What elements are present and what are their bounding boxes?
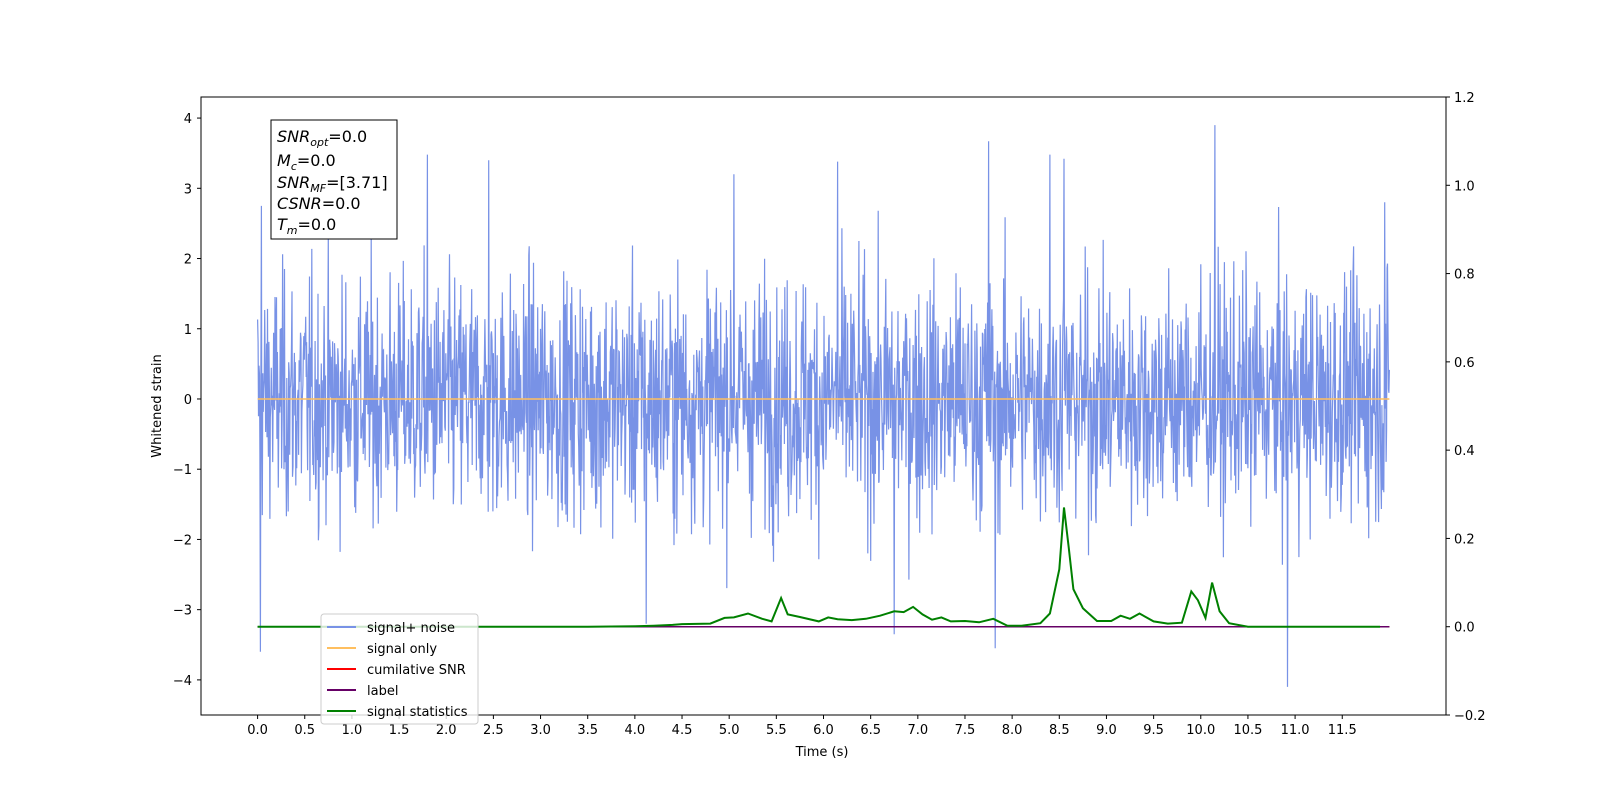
- y2-tick-label: 1.2: [1454, 91, 1475, 106]
- info-box-line: SNRopt=0.0: [277, 127, 367, 149]
- y-axis-label: Whitened strain: [150, 354, 165, 457]
- y-tick-label: 4: [184, 112, 192, 127]
- x-tick-label: 1.5: [389, 723, 410, 738]
- info-base: SNR: [277, 127, 310, 146]
- y-tick-label: 0: [184, 393, 192, 408]
- y-tick-label: −2: [173, 533, 192, 548]
- info-subscript: m: [287, 224, 298, 237]
- x-tick-label: 3.0: [530, 723, 551, 738]
- x-tick-label: 2.0: [436, 723, 457, 738]
- x-tick-label: 1.0: [342, 723, 363, 738]
- x-tick-label: 4.0: [625, 723, 646, 738]
- info-base: SNR: [277, 173, 310, 192]
- info-box: SNRopt=0.0Mc=0.0SNRMF=[3.71]CSNR=0.0Tm=0…: [270, 119, 398, 240]
- info-subscript: c: [291, 160, 297, 173]
- x-tick-label: 5.5: [766, 723, 787, 738]
- legend-label: cumilative SNR: [367, 663, 466, 678]
- legend-label: signal statistics: [367, 705, 468, 720]
- y-tick-label: −3: [173, 604, 192, 619]
- legend-label: label: [367, 684, 398, 699]
- x-tick-label: 6.5: [860, 723, 881, 738]
- x-tick-label: 7.0: [907, 723, 928, 738]
- y-tick-label: 3: [184, 182, 192, 197]
- legend-label: signal+ noise: [367, 621, 455, 636]
- info-box-line: Tm=0.0: [277, 215, 336, 237]
- x-tick-label: 4.5: [672, 723, 693, 738]
- x-tick-label: 11.0: [1281, 723, 1310, 738]
- x-axis-label: Time (s): [795, 745, 849, 760]
- y2-tick-label: 0.6: [1454, 356, 1475, 371]
- info-base: M: [277, 151, 291, 170]
- y2-tick-label: 0.0: [1454, 621, 1475, 636]
- info-box-line: CSNR=0.0: [277, 194, 361, 213]
- x-tick-label: 10.5: [1233, 723, 1262, 738]
- x-tick-label: 0.0: [247, 723, 268, 738]
- x-tick-label: 9.0: [1096, 723, 1117, 738]
- x-tick-label: 2.5: [483, 723, 504, 738]
- axes: 0.0 0.5 1.0 1.5 2.0 2.5 3.0 3.5 4.0 4.5 5.0 5.5 6.0 6…: [173, 91, 1486, 738]
- y-tick-label: −4: [173, 674, 192, 689]
- info-value: =0.0: [297, 151, 336, 170]
- x-tick-label: 9.5: [1143, 723, 1164, 738]
- y-tick-label: 1: [184, 323, 192, 338]
- legend-frame: [320, 613, 479, 725]
- info-value: =0.0: [322, 194, 361, 213]
- x-tick-label: 11.5: [1328, 723, 1357, 738]
- y2-tick-label: 0.8: [1454, 268, 1475, 283]
- y2-tick-label: −0.2: [1454, 709, 1486, 724]
- legend-label: signal only: [367, 642, 437, 657]
- x-tick-label: 6.0: [813, 723, 834, 738]
- info-box-line: SNRMF=[3.71]: [277, 173, 388, 195]
- x-tick-label: 8.5: [1049, 723, 1070, 738]
- info-value: =0.0: [328, 127, 367, 146]
- info-box-frame: [270, 119, 398, 240]
- info-base: CSNR: [277, 194, 322, 213]
- y2-tick-label: 1.0: [1454, 179, 1475, 194]
- x-tick-label: 3.5: [577, 723, 598, 738]
- y2-tick-label: 0.4: [1454, 444, 1475, 459]
- series-signal-statistics: [257, 507, 1380, 628]
- x-tick-label: 10.0: [1186, 723, 1215, 738]
- x-tick-label: 7.5: [955, 723, 976, 738]
- legend: signal+ noise signal only cumilative SNR la…: [320, 613, 479, 725]
- x-tick-label: 5.0: [719, 723, 740, 738]
- info-base: T: [277, 215, 288, 234]
- y2-tick-label: 0.2: [1454, 532, 1475, 547]
- info-box-line: Mc=0.0: [277, 151, 336, 173]
- y-tick-label: −1: [173, 463, 192, 478]
- plot-area: [257, 125, 1390, 687]
- x-tick-label: 0.5: [294, 723, 315, 738]
- info-subscript: opt: [310, 136, 329, 149]
- info-subscript: MF: [310, 182, 326, 195]
- info-value: =0.0: [298, 215, 337, 234]
- y-tick-label: 2: [184, 253, 192, 268]
- series-signal-noise: [257, 125, 1390, 687]
- info-value: =[3.71]: [326, 173, 388, 192]
- x-tick-label: 8.0: [1002, 723, 1023, 738]
